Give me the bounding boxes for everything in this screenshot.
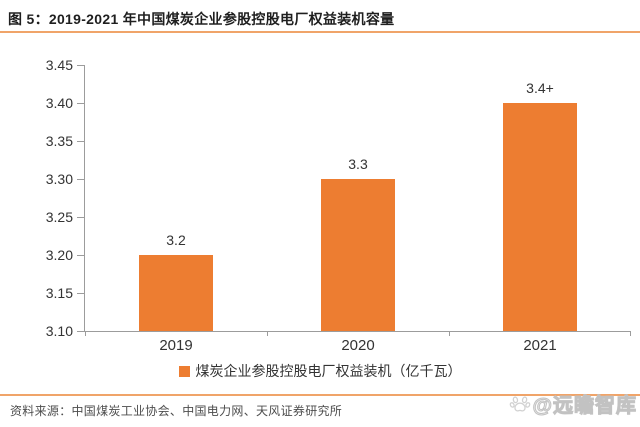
y-tick-label: 3.20 [45,247,73,263]
y-tick-mark [77,178,85,180]
x-axis-label: 2019 [159,337,193,354]
watermark-label: @远瞻智库 [532,395,637,418]
x-tick-mark [267,331,268,336]
paw-icon [510,396,531,412]
bar-value-label: 3.2 [166,232,186,248]
legend-swatch [178,365,190,377]
source-note: 资料来源：中国煤炭工业协会、中国电力网、天风证券研究所 [10,404,343,418]
x-tick-mark [85,331,86,336]
y-tick-mark [77,330,85,332]
legend-label: 煤炭企业参股控股电厂权益装机（亿千瓦） [195,363,462,379]
bar-2021 [503,103,577,331]
y-tick-label: 3.40 [45,95,73,111]
y-tick-mark [77,64,85,66]
y-tick-label: 3.25 [45,209,73,225]
legend: 煤炭企业参股控股电厂权益装机（亿千瓦） [0,361,640,381]
x-tick-mark [449,331,450,336]
x-axis-label: 2021 [523,337,557,354]
bar-2020 [321,179,395,331]
watermark: @远瞻智库 [509,389,637,418]
bar-value-label: 3.4+ [526,80,554,96]
y-tick-mark [77,102,85,104]
y-tick-mark [77,292,85,294]
y-tick-mark [77,216,85,218]
plot-area: 3.45 3.40 3.35 3.30 3.25 3.20 3.15 3.10 3.2 2019 3… [46,58,631,354]
y-tick-label: 3.45 [45,57,73,73]
x-tick-mark [630,331,631,336]
y-tick-mark [77,254,85,256]
bar-value-label: 3.3 [348,156,368,172]
y-tick-label: 3.10 [45,323,73,339]
figure-title: 图 5：2019-2021 年中国煤炭企业参股控股电厂权益装机容量 [8,11,395,27]
title-divider [0,31,640,33]
bar-2019 [139,255,213,331]
y-tick-label: 3.15 [45,285,73,301]
y-tick-label: 3.30 [45,171,73,187]
y-tick-mark [77,140,85,142]
y-tick-label: 3.35 [45,133,73,149]
x-axis-label: 2020 [341,337,375,354]
footer-divider [0,394,640,396]
